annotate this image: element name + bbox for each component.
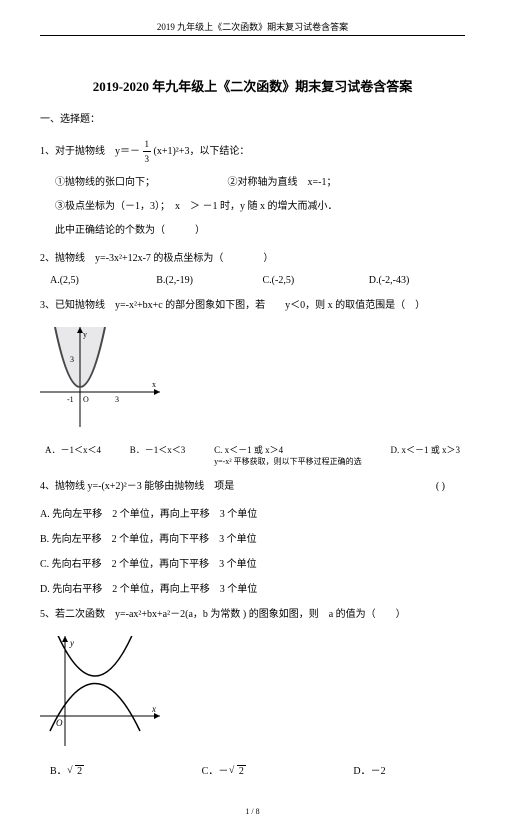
q4-opt-a: A. 先向左平移 2 个单位，再向上平移 3 个单位 [40,505,465,520]
svg-text:y: y [69,638,74,648]
sqrt-icon: 2 [75,765,84,777]
q3-note: y=-x² 平移获取，则以下平移过程正确的选 [214,456,362,467]
q2-opt-b: B.(2,-19) [146,275,252,286]
running-header: 2019 九年级上《二次函数》期末复习试卷含答案 [40,20,465,36]
q2-opt-c: C.(-2,5) [253,275,359,286]
q4-paren: ( ) [436,479,445,495]
question-3: 3、已知抛物线 y=-x²+bx+c 的部分图象如下图，若 y＜0，则 x 的取… [40,298,465,314]
fraction-den: 3 [143,152,152,166]
svg-text:3: 3 [70,355,74,364]
q1-clause-2: ②对称轴为直线 x=-1； [228,177,337,188]
q5-opt-c-label: C．－ [202,766,229,777]
svg-text:3: 3 [115,395,119,404]
q4-stem: 4、抛物线 y=-(x+2)²－3 能够由抛物线 项是 [40,481,234,492]
svg-text:-1: -1 [67,395,74,404]
section-heading: 一、选择题： [40,110,465,125]
fraction: 1 3 [143,137,152,167]
q5-options: B． 2 C．－ 2 D．－2 [40,762,465,777]
q2-opt-d: D.(-2,-43) [359,275,465,286]
sqrt-icon: 2 [237,765,246,777]
q5-opt-d: D．－2 [343,762,465,777]
svg-text:x: x [152,380,156,389]
q2-options: A.(2,5) B.(2,-19) C.(-2,5) D.(-2,-43) [40,275,465,286]
q3-opt-c-text: C. x＜－1 或 x＞4 [214,443,362,456]
q4-opt-b: B. 先向左平移 2 个单位，再向下平移 3 个单位 [40,530,465,545]
q1-clause-3: ③极点坐标为（－1，3）； x ＞ －1 时，y 随 x 的增大而减小． [55,199,465,215]
q3-opt-c: C. x＜－1 或 x＞4 y=-x² 平移获取，则以下平移过程正确的选 [214,443,362,467]
q2-opt-a: A.(2,5) [40,275,146,286]
q5-opt-c: C．－ 2 [192,762,314,777]
question-5: 5、若二次函数 y=-ax²+bx+a²－2(a，b 为常数 ) 的图象如图，则… [40,607,465,623]
q4-opt-d: D. 先向右平移 2 个单位，再向上平移 3 个单位 [40,580,465,595]
question-2: 2、抛物线 y=-3x²+12x-7 的极点坐标为（ ） [40,251,465,267]
question-4: 4、抛物线 y=-(x+2)²－3 能够由抛物线 项是 ( ) [40,479,465,495]
page: 2019 九年级上《二次函数》期末复习试卷含答案 2019-2020 年九年级上… [0,0,505,836]
q3-options: A．－1＜x＜4 B．－1＜x＜3 C. x＜－1 或 x＞4 y=-x² 平移… [45,443,460,467]
q5-graph: O y x [40,636,160,746]
svg-text:y: y [83,330,87,339]
q1-stem-b: (x+1)²+3，以下结论： [154,146,250,157]
q3-opt-b: B．－1＜x＜3 [130,443,186,467]
q1-clause-row: ①抛物线的张口向下； ②对称轴为直线 x=-1； [55,175,465,191]
title: 2019-2020 年九年级上《二次函数》期末复习试卷含答案 [40,76,465,95]
q3-opt-a: A．－1＜x＜4 [45,443,101,467]
q4-opt-c: C. 先向右平移 2 个单位，再向下平移 3 个单位 [40,555,465,570]
q1-clause-1: ①抛物线的张口向下； [55,175,225,191]
q5-opt-b-label: B． [50,766,67,777]
q1-stem-a: 1、对于抛物线 y＝－ [40,146,140,157]
q1-conclude: 此中正确结论的个数为（ ） [55,223,465,239]
fraction-num: 1 [143,137,152,152]
q3-opt-d: D. x＜－1 或 x＞3 [390,443,460,467]
page-footer: 1 / 8 [40,807,465,816]
question-1: 1、对于抛物线 y＝－ 1 3 (x+1)²+3，以下结论： ①抛物线的张口向下… [40,137,465,239]
q3-graph: -1 O 3 3 y x [40,327,160,427]
svg-text:O: O [56,718,63,728]
q5-opt-b: B． 2 [40,762,162,777]
svg-text:O: O [83,395,89,404]
svg-text:x: x [151,704,156,714]
